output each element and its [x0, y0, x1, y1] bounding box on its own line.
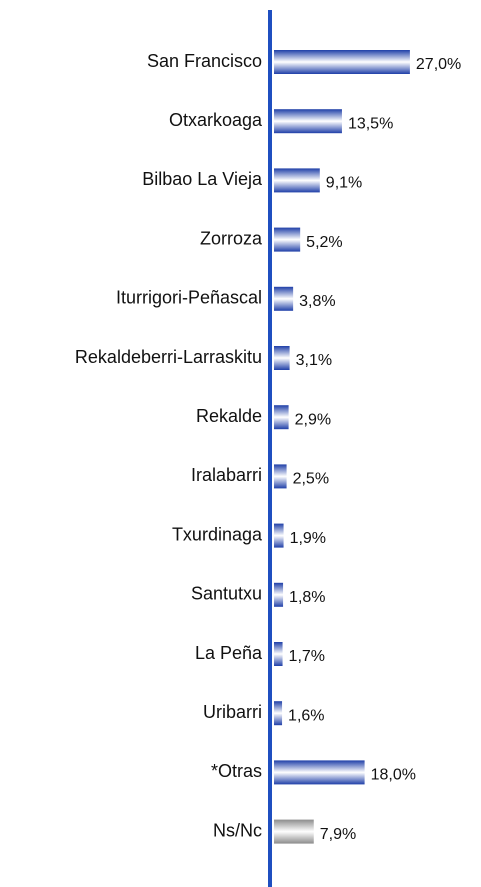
bar: [274, 464, 287, 489]
category-label: Iturrigori-Peñascal: [116, 288, 262, 308]
bar: [274, 760, 365, 785]
category-label: Bilbao La Vieja: [142, 169, 263, 189]
value-label: 1,6%: [288, 707, 324, 724]
category-label: Rekalde: [196, 406, 262, 426]
value-label: 27,0%: [416, 56, 461, 73]
value-label: 9,1%: [326, 175, 362, 192]
value-label: 1,7%: [289, 648, 325, 665]
bar: [274, 50, 410, 74]
category-label: Txurdinaga: [172, 524, 263, 544]
bar: [274, 286, 294, 311]
category-label: *Otras: [211, 761, 262, 781]
bar: [274, 405, 289, 430]
bar: [274, 582, 284, 607]
category-label: Rekaldeberri-Larraskitu: [75, 347, 262, 367]
category-label: Santutxu: [191, 584, 262, 604]
value-label: 1,8%: [289, 589, 325, 606]
bar: [274, 819, 314, 844]
category-label: Uribarri: [203, 702, 262, 722]
bar: [274, 227, 301, 252]
bar: [274, 168, 320, 193]
value-label: 18,0%: [371, 767, 416, 784]
category-label: Ns/Nc: [213, 820, 262, 840]
value-label: 1,9%: [290, 530, 326, 547]
category-label: Otxarkoaga: [169, 110, 263, 130]
category-label: Zorroza: [200, 228, 263, 248]
bar: [274, 346, 290, 370]
bar: [274, 642, 283, 666]
bar: [274, 523, 284, 548]
value-label: 2,5%: [293, 471, 329, 488]
value-label: 5,2%: [306, 234, 342, 251]
value-label: 7,9%: [320, 826, 356, 843]
category-label: San Francisco: [147, 51, 262, 71]
value-label: 3,1%: [296, 352, 332, 369]
value-label: 3,8%: [299, 293, 335, 310]
value-label: 13,5%: [348, 115, 393, 132]
category-label: La Peña: [195, 643, 263, 663]
bar: [274, 109, 342, 134]
value-label: 2,9%: [295, 411, 331, 428]
category-label: Iralabarri: [191, 465, 262, 485]
bar: [274, 701, 283, 726]
